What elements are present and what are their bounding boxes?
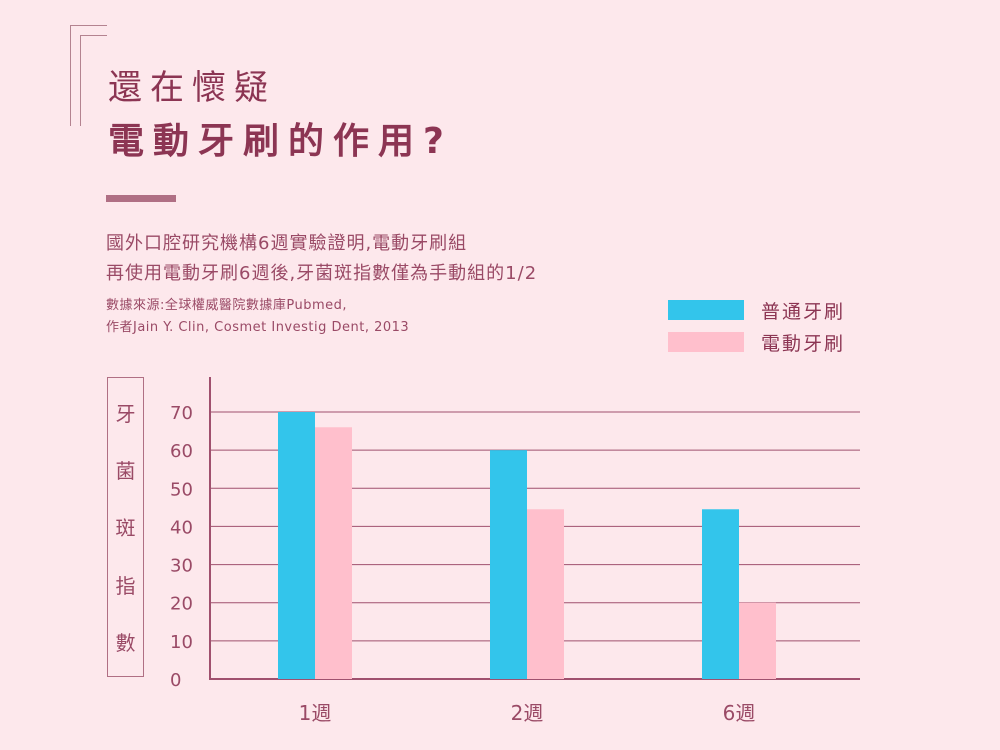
legend-item-electric: 電動牙刷 xyxy=(668,326,845,358)
y-tick-label: 50 xyxy=(170,479,193,500)
y-tick-label: 10 xyxy=(170,632,193,653)
y-tick-label: 70 xyxy=(170,403,193,424)
x-tick-label: 1週 xyxy=(299,701,332,725)
legend-item-manual: 普通牙刷 xyxy=(668,294,845,326)
title-line-1: 還在懷疑 xyxy=(108,68,276,108)
y-axis-label-char: 數 xyxy=(115,630,136,655)
title-line-2: 電動牙刷的作用? xyxy=(108,121,453,162)
source-note: 數據來源:全球權威醫院數據庫Pubmed, 作者Jain Y. Clin, Co… xyxy=(106,295,409,339)
x-tick-label: 2週 xyxy=(511,701,544,725)
description-line-2: 再使用電動牙刷6週後,牙菌斑指數僅為手動組的1/2 xyxy=(106,263,538,284)
y-axis-label-char: 牙 xyxy=(115,402,136,427)
legend-label-manual: 普通牙刷 xyxy=(761,300,846,323)
bar-electric-1 xyxy=(315,427,352,679)
description: 國外口腔研究機構6週實驗證明,電動牙刷組 再使用電動牙刷6週後,牙菌斑指數僅為手… xyxy=(106,229,537,289)
source-line-1: 數據來源:全球權威醫院數據庫Pubmed, xyxy=(106,298,348,313)
legend-swatch-electric xyxy=(668,332,744,352)
y-axis-label-char: 指 xyxy=(115,573,136,598)
title-underline xyxy=(106,195,176,202)
y-tick-label: 60 xyxy=(170,441,193,462)
source-line-2: 作者Jain Y. Clin, Cosmet Investig Dent, 20… xyxy=(106,320,410,335)
y-tick-label: 30 xyxy=(170,556,193,577)
legend-label-electric: 電動牙刷 xyxy=(761,332,846,355)
bar-manual-1 xyxy=(278,412,315,679)
y-tick-label: 20 xyxy=(170,594,193,615)
description-line-1: 國外口腔研究機構6週實驗證明,電動牙刷組 xyxy=(106,233,468,254)
chart-legend: 普通牙刷 電動牙刷 xyxy=(668,294,845,358)
y-tick-label: 0 xyxy=(170,670,181,691)
bar-manual-3 xyxy=(702,509,739,679)
y-axis-label-char: 斑 xyxy=(115,516,136,541)
x-tick-label: 6週 xyxy=(723,701,756,725)
y-axis-label-char: 菌 xyxy=(115,459,136,484)
legend-swatch-manual xyxy=(668,300,744,320)
bar-manual-2 xyxy=(490,450,527,679)
bar-electric-2 xyxy=(527,509,564,679)
y-axis-label: 牙 菌 斑 指 數 xyxy=(107,377,144,677)
decorative-bracket xyxy=(70,25,107,126)
bar-electric-3 xyxy=(739,602,776,679)
y-tick-label: 40 xyxy=(170,517,193,538)
decorative-bracket-inner xyxy=(80,35,107,126)
